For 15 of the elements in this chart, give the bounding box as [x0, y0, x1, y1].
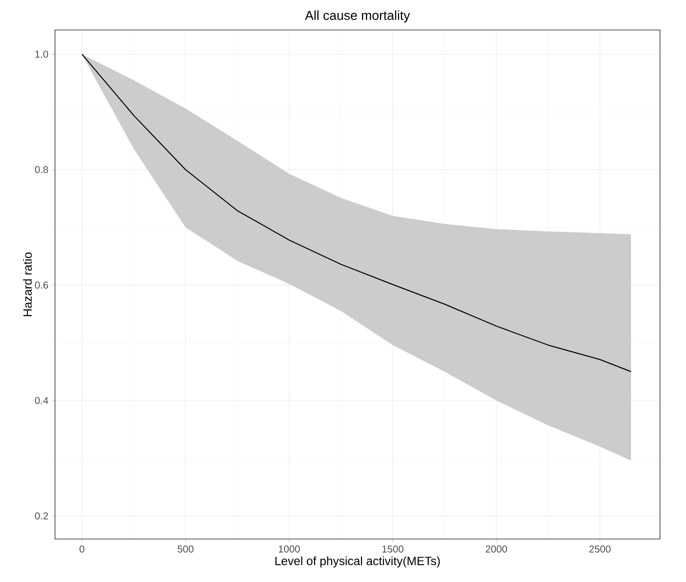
y-tick-label: 0.2 — [35, 512, 48, 520]
chart-title: All cause mortality — [304, 10, 410, 23]
y-axis-title: Hazard ratio — [23, 252, 32, 316]
y-tick-label: 0.8 — [35, 166, 48, 174]
y-tick-label: 0.6 — [35, 282, 48, 289]
x-tick-label: 2000 — [486, 546, 508, 553]
x-tick-label: 2500 — [589, 546, 611, 553]
y-tick-label: 1.0 — [35, 50, 48, 58]
x-tick-label: 0 — [80, 546, 84, 553]
x-tick-label: 1000 — [278, 546, 300, 553]
y-tick-label: 0.4 — [35, 396, 48, 404]
x-axis-title: Level of physical activity(METs) — [275, 556, 440, 568]
line-series — [81, 54, 632, 372]
x-tick-label: 1500 — [382, 546, 404, 553]
x-tick-label: 500 — [178, 546, 194, 553]
